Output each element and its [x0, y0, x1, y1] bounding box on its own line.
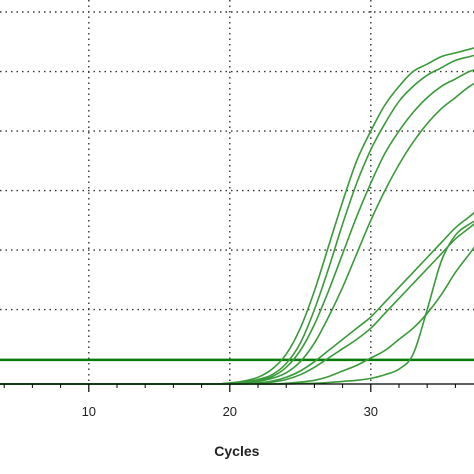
- grid-lines: [0, 0, 474, 384]
- series-line-3: [0, 69, 474, 385]
- series-line-1: [0, 47, 474, 385]
- series-line-5: [0, 211, 474, 385]
- x-tick-label: 10: [82, 404, 96, 419]
- series-line-7: [0, 246, 474, 385]
- x-axis-title: Cycles: [214, 443, 259, 459]
- axes: [0, 383, 474, 392]
- series-line-6: [0, 223, 474, 385]
- series-line-8: [0, 220, 474, 385]
- series-group: [0, 47, 474, 385]
- x-tick-label: 20: [223, 404, 237, 419]
- series-line-2: [0, 54, 474, 385]
- tick-labels: 10 20 30: [82, 404, 378, 419]
- x-tick-label: 30: [364, 404, 378, 419]
